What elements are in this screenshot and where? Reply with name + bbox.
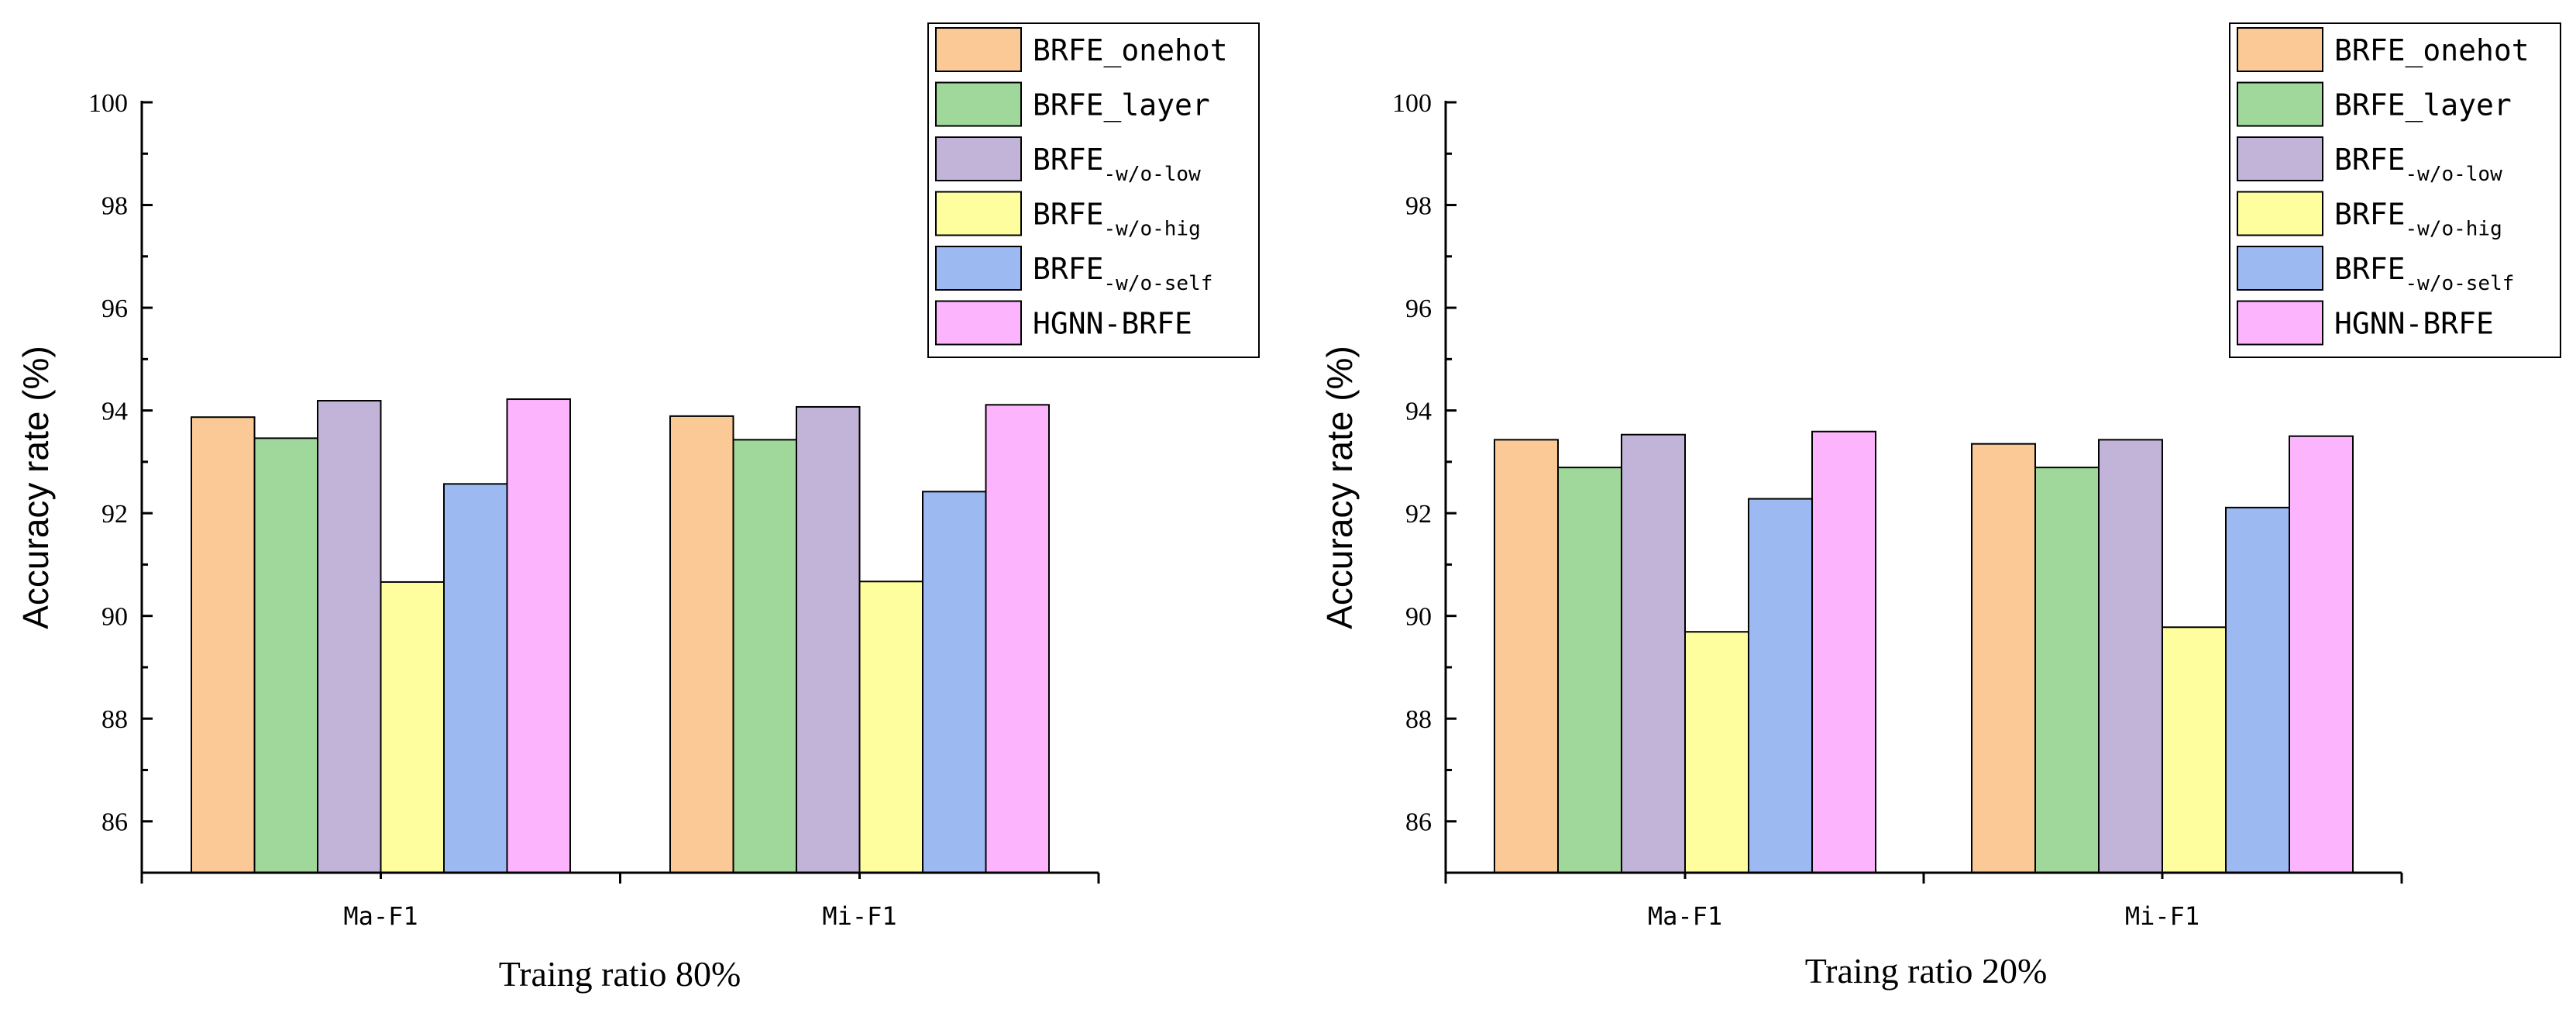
legend-label-subscript: -w/o-self [2406, 272, 2515, 295]
legend-swatch [2237, 300, 2323, 346]
legend-label: BRFE-w/o-hig [2334, 198, 2502, 241]
bar-brfe-w-o-self-mi-f1 [2225, 506, 2290, 873]
legend-label: BRFE-w/o-low [1033, 143, 1201, 186]
bar-brfe-w-o-hig-mi-f1 [2162, 626, 2227, 874]
legend-label: BRFE_layer [1033, 88, 1210, 123]
bar-hgnn-brfe-ma-f1 [1811, 430, 1876, 873]
y-tick-label: 98 [101, 192, 128, 221]
y-tick-label: 94 [101, 398, 128, 426]
y-tick-label: 96 [101, 295, 128, 323]
legend-label-main: HGNN-BRFE [2334, 307, 2494, 341]
legend-swatch [2237, 136, 2323, 181]
y-axis-title: Accuracy rate (%) [15, 346, 56, 629]
legend-swatch [2237, 27, 2323, 72]
y-tick-label: 86 [101, 808, 128, 837]
x-axis-title: Traing ratio 20% [1805, 951, 2048, 991]
legend-label: BRFE-w/o-low [2334, 143, 2502, 186]
bar-brfe-w-o-low-ma-f1 [1621, 433, 1686, 873]
bar-brfe-w-o-low-mi-f1 [796, 405, 861, 873]
legend-label-main: HGNN-BRFE [1033, 307, 1192, 341]
legend-label-main: BRFE_onehot [1033, 33, 1228, 68]
y-tick-label: 88 [1405, 705, 1432, 734]
bar-brfe-w-o-hig-ma-f1 [1684, 631, 1749, 874]
bar-brfe-layer-mi-f1 [2034, 467, 2100, 873]
legend-label-subscript: -w/o-low [1104, 163, 1202, 186]
bar-brfe-layer-ma-f1 [1557, 467, 1622, 873]
bar-brfe-layer-mi-f1 [732, 439, 797, 873]
legend-label-subscript: -w/o-hig [1104, 218, 1201, 241]
legend-label: BRFE_onehot [1033, 33, 1228, 68]
bar-brfe-w-o-self-ma-f1 [1748, 498, 1813, 873]
y-tick-label: 92 [1405, 500, 1432, 529]
legend-label-main: BRFE [2334, 252, 2406, 286]
legend-swatch [935, 81, 1022, 127]
bar-hgnn-brfe-mi-f1 [2289, 435, 2354, 873]
legend-swatch [2237, 191, 2323, 236]
chart-right: 86 88 90 92 94 96 98 100 Ma-F1 Mi-F1 Traing ratio … [1319, 22, 2561, 991]
legend-label: BRFE_layer [2334, 88, 2512, 123]
bar-hgnn-brfe-mi-f1 [985, 404, 1050, 873]
legend-label-main: BRFE [1033, 252, 1104, 286]
legend-label-main: BRFE [1033, 198, 1104, 232]
legend-label-subscript: -w/o-low [2406, 163, 2503, 186]
y-tick-label: 86 [1405, 808, 1432, 837]
x-category-label: Ma-F1 [343, 901, 418, 931]
y-tick-label: 90 [1405, 603, 1432, 632]
bar-brfe-w-o-self-mi-f1 [922, 491, 987, 873]
legend-swatch [2237, 81, 2323, 127]
legend-swatch [2237, 246, 2323, 291]
bar-brfe-w-o-hig-mi-f1 [858, 581, 923, 873]
y-tick-label: 96 [1405, 295, 1432, 323]
legend-label-subscript: -w/o-self [1104, 272, 1213, 295]
bar-brfe-w-o-self-ma-f1 [443, 483, 508, 873]
legend-label: HGNN-BRFE [2334, 307, 2494, 341]
legend-swatch [935, 300, 1022, 346]
x-axis-title: Traing ratio 80% [499, 954, 741, 994]
bar-brfe-w-o-low-mi-f1 [2098, 439, 2163, 873]
y-tick-label: 98 [1405, 192, 1432, 221]
bar-brfe-onehot-ma-f1 [191, 416, 256, 873]
bar-hgnn-brfe-ma-f1 [506, 398, 571, 873]
y-tick-label: 100 [88, 89, 128, 118]
bar-brfe-layer-ma-f1 [253, 437, 318, 873]
legend-label-main: BRFE_onehot [2334, 33, 2530, 68]
legend-label-main: BRFE_layer [2334, 88, 2512, 123]
legend-swatch [935, 27, 1022, 72]
legend-swatch [935, 246, 1022, 291]
legend-label-main: BRFE_layer [1033, 88, 1210, 123]
x-category-label: Ma-F1 [1648, 901, 1722, 931]
x-category-label: Mi-F1 [2125, 901, 2199, 931]
bar-brfe-onehot-ma-f1 [1494, 439, 1559, 873]
y-tick-label: 88 [101, 705, 128, 734]
legend-label: BRFE-w/o-self [2334, 252, 2514, 295]
bar-brfe-w-o-low-ma-f1 [317, 400, 382, 873]
bar-brfe-w-o-hig-ma-f1 [380, 581, 445, 873]
legend-swatch [935, 136, 1022, 181]
x-category-label: Mi-F1 [822, 901, 896, 931]
legend-label: HGNN-BRFE [1033, 307, 1192, 341]
legend-label: BRFE-w/o-hig [1033, 198, 1201, 241]
legend-label-main: BRFE [1033, 143, 1104, 177]
y-tick-label: 90 [101, 603, 128, 632]
legend-label-main: BRFE [2334, 198, 2406, 232]
chart-left: 86 88 90 92 94 96 98 100 Ma-F1 Mi-F1 Traing ratio … [15, 22, 1260, 994]
legend-label: BRFE-w/o-self [1033, 252, 1212, 295]
legend-swatch [935, 191, 1022, 236]
legend-label: BRFE_onehot [2334, 33, 2530, 68]
y-tick-label: 100 [1392, 89, 1432, 118]
y-tick-label: 94 [1405, 398, 1432, 426]
legend-label-subscript: -w/o-hig [2406, 218, 2502, 241]
y-tick-label: 92 [101, 500, 128, 529]
bar-brfe-onehot-mi-f1 [1971, 443, 2036, 873]
legend-label-main: BRFE [2334, 143, 2406, 177]
bar-brfe-onehot-mi-f1 [669, 415, 734, 873]
y-axis-title: Accuracy rate (%) [1319, 346, 1360, 629]
